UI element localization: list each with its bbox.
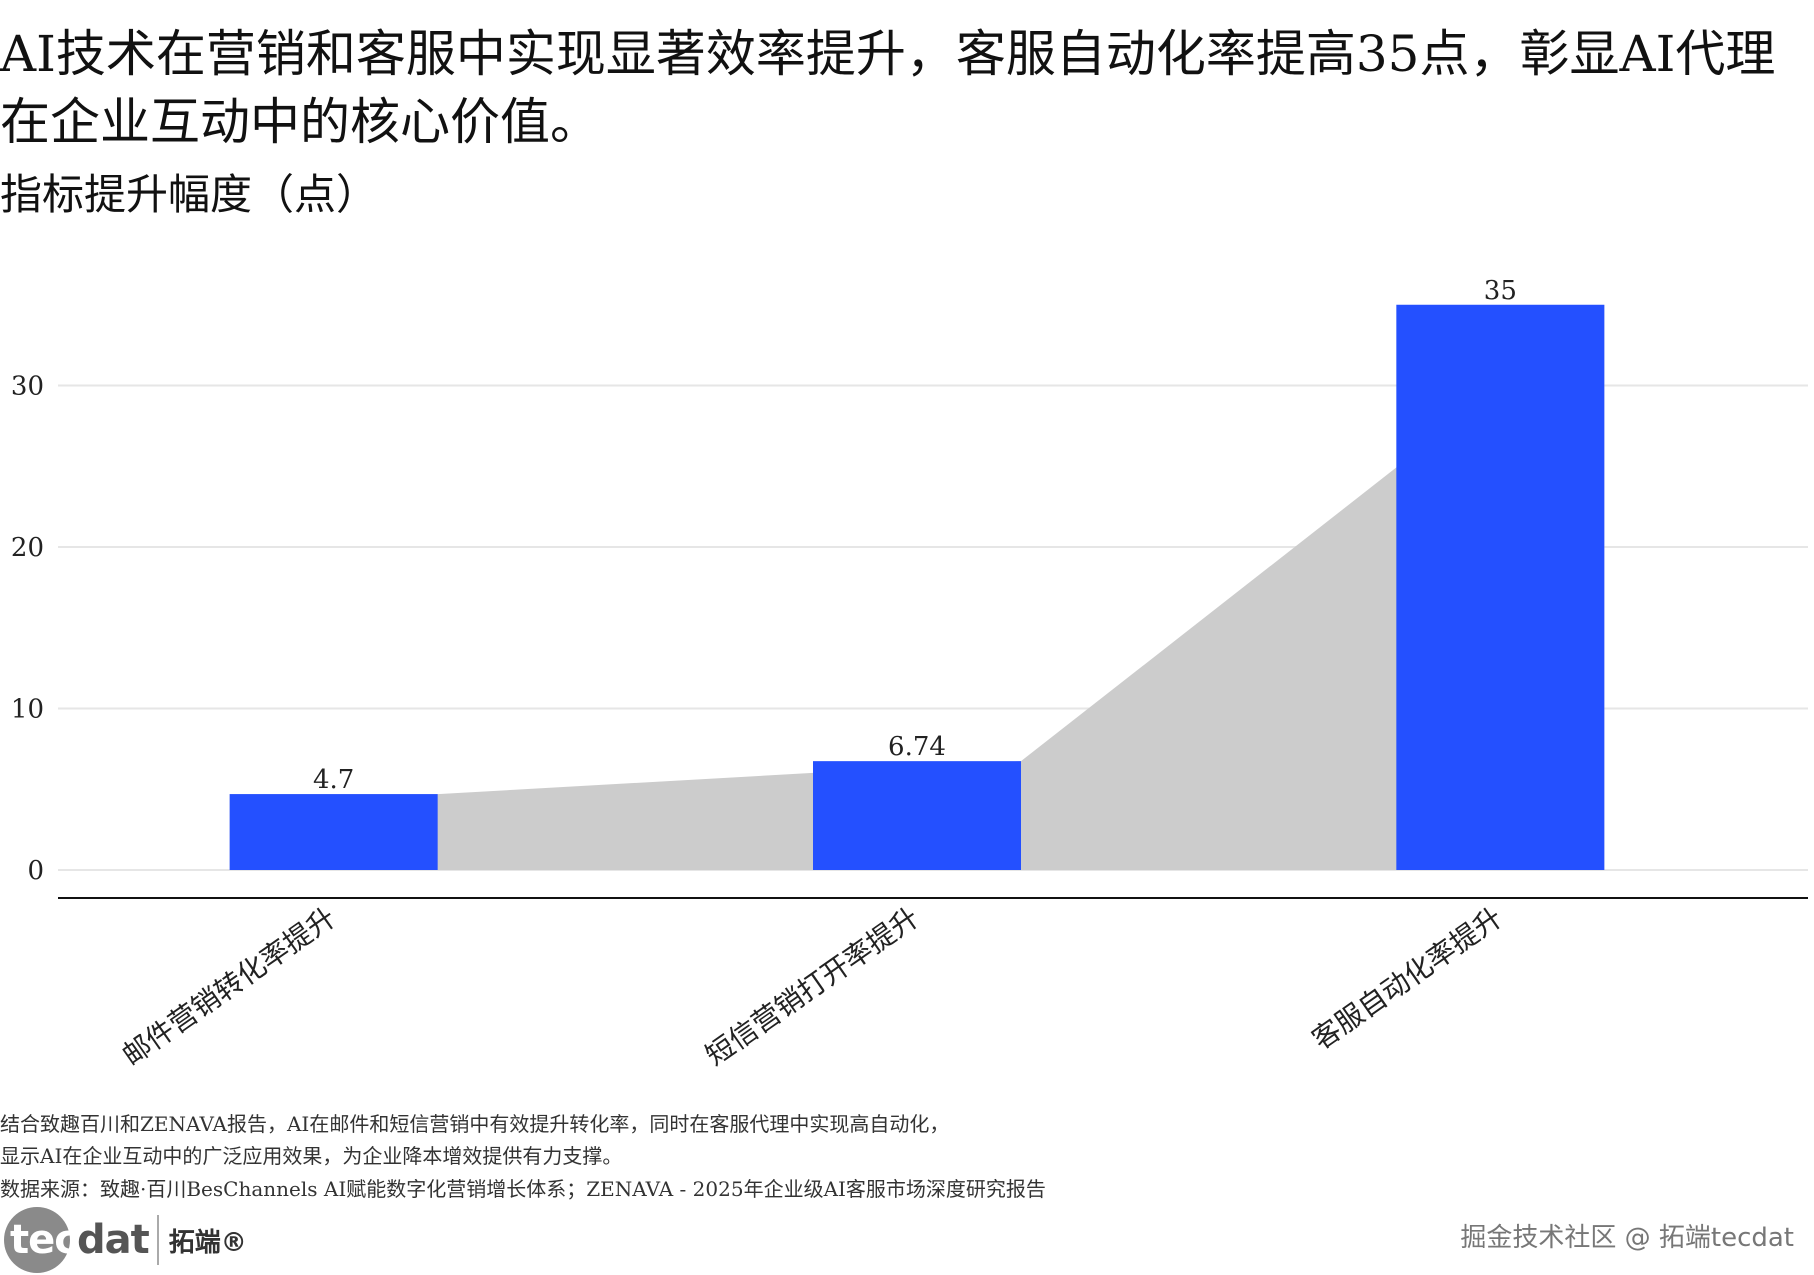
caption-line-1: 结合致趣百川和ZENAVA报告，AI在邮件和短信营销中有效提升转化率，同时在客服… — [0, 1112, 950, 1136]
logo-wordmark: tecdat — [4, 1217, 150, 1263]
data-label: 4.7 — [313, 765, 354, 795]
connecting-area — [229, 304, 1605, 870]
caption-line-2: 显示AI在企业互动中的广泛应用效果，为企业降本增效提供有力支撑。 — [0, 1144, 623, 1168]
logo-wordmark-b: dat — [76, 1217, 150, 1263]
logo-circle-icon — [4, 1207, 70, 1273]
y-tick-label: 0 — [27, 856, 44, 886]
chart-title: AI技术在营销和客服中实现显著效率提升，客服自动化率提高35点，彰显AI代理在企… — [0, 25, 1776, 151]
data-label: 6.74 — [888, 732, 946, 762]
y-tick-label: 10 — [11, 695, 44, 725]
brand-logo: tecdat 拓端® — [4, 1205, 247, 1275]
logo-wordmark-a: tec — [10, 1217, 78, 1263]
x-tick-label: 邮件营销转化率提升 — [116, 901, 341, 1073]
bar — [229, 794, 438, 870]
logo-divider — [156, 1215, 159, 1265]
bar — [813, 761, 1021, 870]
chart-subtitle: 指标提升幅度（点） — [0, 170, 379, 219]
source-note: 数据来源：致趣·百川BesChannels AI赋能数字化营销增长体系；ZENA… — [0, 1177, 1046, 1201]
bar — [1396, 304, 1605, 870]
logo-chinese: 拓端® — [168, 1227, 247, 1258]
y-tick-label: 30 — [11, 372, 44, 402]
watermark: 掘金技术社区 @ 拓端tecdat — [1460, 1223, 1794, 1253]
data-label: 35 — [1484, 276, 1517, 306]
bar-chart: 0 10 20 30 4.7 6.74 35 邮件营销转化率提升 短信营销打开率提升 客服自动化率… — [11, 276, 1808, 1073]
x-tick-label: 短信营销打开率提升 — [700, 901, 925, 1073]
x-tick-label: 客服自动化率提升 — [1306, 901, 1508, 1057]
y-tick-label: 20 — [11, 533, 44, 563]
